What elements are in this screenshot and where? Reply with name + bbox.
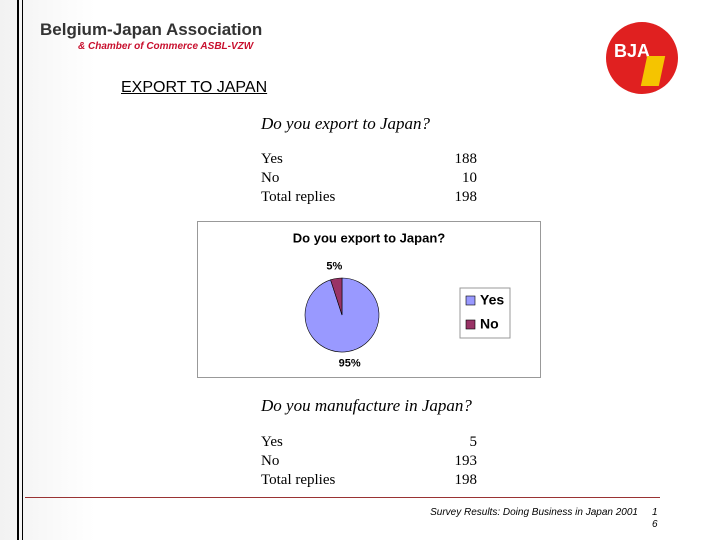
row-label: No xyxy=(261,170,280,186)
row-value: 188 xyxy=(454,151,478,167)
slice-label: 95% xyxy=(339,357,361,369)
side-rule xyxy=(22,0,23,540)
pie-slice xyxy=(330,277,343,316)
footer-text: Survey Results: Doing Business in Japan … xyxy=(430,507,638,518)
row-label: Total replies xyxy=(261,189,336,205)
row-value: 10 xyxy=(462,170,477,186)
table-row: Yes 188 xyxy=(261,151,477,170)
question: Do you export to Japan? xyxy=(261,114,431,133)
row-value: 198 xyxy=(454,472,478,488)
table-row: No 193 xyxy=(261,453,477,472)
row-value: 198 xyxy=(454,189,478,205)
slice-label: 5% xyxy=(326,261,342,273)
slide-title: EXPORT TO JAPAN xyxy=(121,79,268,96)
table-row: Yes 5 xyxy=(261,434,477,453)
row-label: No xyxy=(261,453,280,469)
legend-label: No xyxy=(480,316,499,332)
row-label: Yes xyxy=(261,151,283,167)
org-name: Belgium-Japan Association xyxy=(40,20,263,39)
side-decoration xyxy=(0,0,95,540)
chart-title: Do you export to Japan? xyxy=(293,230,445,245)
row-value: 193 xyxy=(454,453,478,469)
row-label: Total replies xyxy=(261,472,336,488)
question: Do you manufacture in Japan? xyxy=(261,396,472,415)
table-row: Total replies 198 xyxy=(261,472,477,491)
side-rule xyxy=(17,0,19,540)
page-number: 16 xyxy=(652,507,658,530)
legend-swatch xyxy=(465,319,476,330)
table-row: Total replies 198 xyxy=(261,189,477,208)
row-label: Yes xyxy=(261,434,283,450)
table-row: No 10 xyxy=(261,170,477,189)
legend-swatch xyxy=(465,295,476,306)
chart: Do you export to Japan? 95% 5% Yes No xyxy=(197,221,541,378)
footer-rule xyxy=(25,497,660,498)
row-value: 5 xyxy=(469,434,478,450)
logo: BJA xyxy=(606,22,678,94)
logo-text: BJA xyxy=(614,41,651,61)
org-sub: & Chamber of Commerce ASBL-VZW xyxy=(78,41,254,52)
legend-label: Yes xyxy=(480,292,504,308)
